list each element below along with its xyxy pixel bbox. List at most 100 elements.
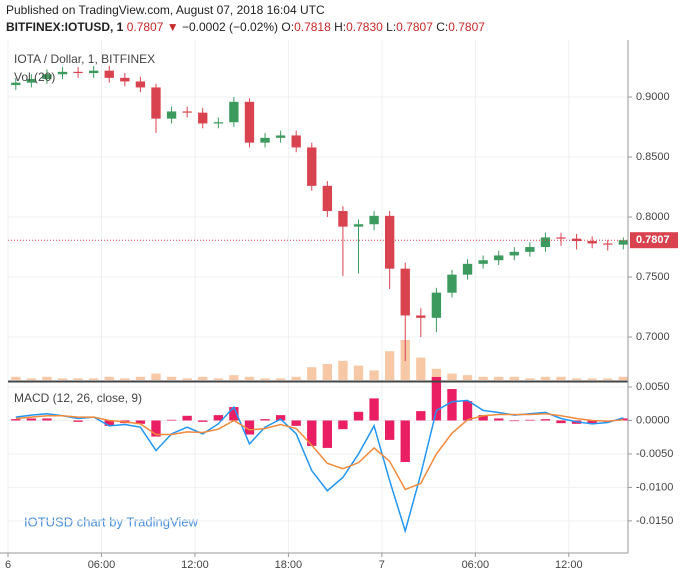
volume-bar <box>525 378 535 380</box>
histogram-bar <box>182 415 192 421</box>
y-tick-label: 0.8500 <box>636 151 670 163</box>
histogram-bar <box>166 419 177 421</box>
histogram-bar <box>213 415 223 421</box>
y-tick-label: -0.0100 <box>636 481 673 493</box>
y-tick-label: 0.0050 <box>636 381 670 393</box>
volume-bar <box>416 357 426 380</box>
ohlc-value: 0.7818 <box>294 20 331 34</box>
x-tick-label: 06:00 <box>88 559 116 571</box>
x-tick-label: 12:00 <box>555 559 583 571</box>
volume-bar <box>104 376 114 380</box>
candle-body <box>89 70 99 74</box>
candle-body <box>431 292 442 318</box>
histogram-bar <box>244 420 255 435</box>
histogram-bar <box>587 420 597 424</box>
candle-body <box>229 101 239 123</box>
volume-bar <box>57 378 68 380</box>
ohlc-value: 0.7830 <box>346 20 383 34</box>
candle-body <box>447 274 457 293</box>
volume-bar <box>73 378 83 380</box>
candle-body <box>244 101 255 143</box>
volume-bar <box>120 378 130 380</box>
ohlc-value: 0.7807 <box>396 20 433 34</box>
histogram-bar <box>556 420 566 424</box>
candle-body <box>104 70 114 78</box>
ohlc-label: C: <box>436 20 449 34</box>
volume-bar <box>213 378 223 380</box>
candle-body <box>260 137 270 143</box>
histogram-bar <box>447 389 457 421</box>
volume-bar <box>260 378 270 380</box>
candle-body <box>478 260 488 264</box>
volume-bar <box>462 375 473 380</box>
histogram-bar <box>260 419 270 421</box>
y-tick-label: 0.7500 <box>636 271 670 283</box>
candle-body <box>494 255 504 261</box>
candle-body <box>384 215 395 269</box>
volume-bar <box>431 368 442 380</box>
histogram-bar <box>307 420 317 446</box>
candle-body <box>509 251 519 256</box>
volume-bar <box>540 376 551 380</box>
candle-body <box>307 147 317 186</box>
volume-bar <box>275 378 286 380</box>
symbol: BITFINEX:IOTUSD, 1 <box>6 20 124 34</box>
histogram-bar <box>135 420 146 424</box>
volume-bar <box>571 378 582 380</box>
y-tick-label: 0.8000 <box>636 211 670 223</box>
histogram-bar <box>416 411 426 421</box>
volume-bar <box>198 376 208 380</box>
volume-bar <box>338 360 348 380</box>
histogram-bar <box>42 418 52 421</box>
candle-body <box>338 211 348 227</box>
candle-body <box>213 122 223 124</box>
histogram-bar <box>431 376 442 421</box>
arrow: ▼ <box>166 20 179 34</box>
volume-bar <box>556 376 566 380</box>
pane-title: MACD (12, 26, close, 9) <box>14 391 142 405</box>
ohlc-label: L: <box>386 20 397 34</box>
histogram-bar <box>478 415 488 421</box>
volume-bar <box>322 364 333 380</box>
y-tick-label: 0.9000 <box>636 91 670 103</box>
x-tick-label: 6 <box>5 559 11 571</box>
last-price-box <box>630 232 678 249</box>
volume-bar <box>447 373 457 380</box>
histogram-bar <box>384 420 395 440</box>
volume-bar <box>229 375 239 380</box>
candle-body <box>618 240 628 245</box>
candle-body <box>587 241 597 244</box>
histogram-bar <box>494 418 504 421</box>
candle-body <box>416 315 426 318</box>
candle-body <box>11 82 21 86</box>
chart: 6 06:00 12:00 18:00 7 06:00 12:00 0.9000 0.8500 0… <box>0 40 678 571</box>
x-tick-label: 7 <box>379 559 385 571</box>
volume-bar <box>182 378 192 380</box>
histogram-bar <box>353 411 364 421</box>
volume-bar <box>618 376 628 380</box>
change: −0.0002 (−0.02%) <box>181 20 279 34</box>
volume-title: Vol (20) <box>14 70 55 84</box>
ohlc-label: H: <box>334 20 347 34</box>
volume-bar <box>42 376 52 380</box>
published-line: Published on TradingView.com, August 07,… <box>6 3 325 17</box>
histogram-bar <box>322 420 333 448</box>
histogram-bar <box>462 401 473 421</box>
y-tick-label: 0.0000 <box>636 414 670 426</box>
candle-body <box>540 237 551 248</box>
histogram-bar <box>104 420 114 426</box>
histogram-bar <box>618 418 628 421</box>
volume-bar <box>478 376 488 380</box>
histogram-bar <box>11 419 21 421</box>
candle-body <box>353 224 364 227</box>
volume-bar <box>11 376 21 380</box>
histogram-bar <box>26 418 37 421</box>
volume-bar <box>151 373 161 380</box>
candle-body <box>42 74 52 80</box>
candle-body <box>571 238 582 242</box>
candle-body <box>400 268 410 316</box>
volume-bar <box>291 376 301 380</box>
ohlc-label: O: <box>281 20 295 34</box>
volume-bar <box>494 376 504 380</box>
